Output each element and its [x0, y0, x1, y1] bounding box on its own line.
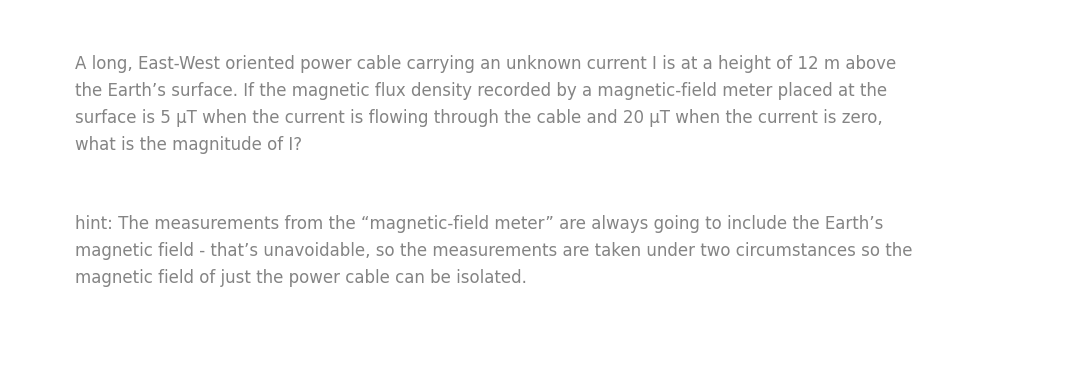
Text: hint: The measurements from the “magnetic-field meter” are always going to inclu: hint: The measurements from the “magneti…: [76, 215, 913, 287]
Text: A long, East-West oriented power cable carrying an unknown current I is at a hei: A long, East-West oriented power cable c…: [76, 55, 897, 154]
